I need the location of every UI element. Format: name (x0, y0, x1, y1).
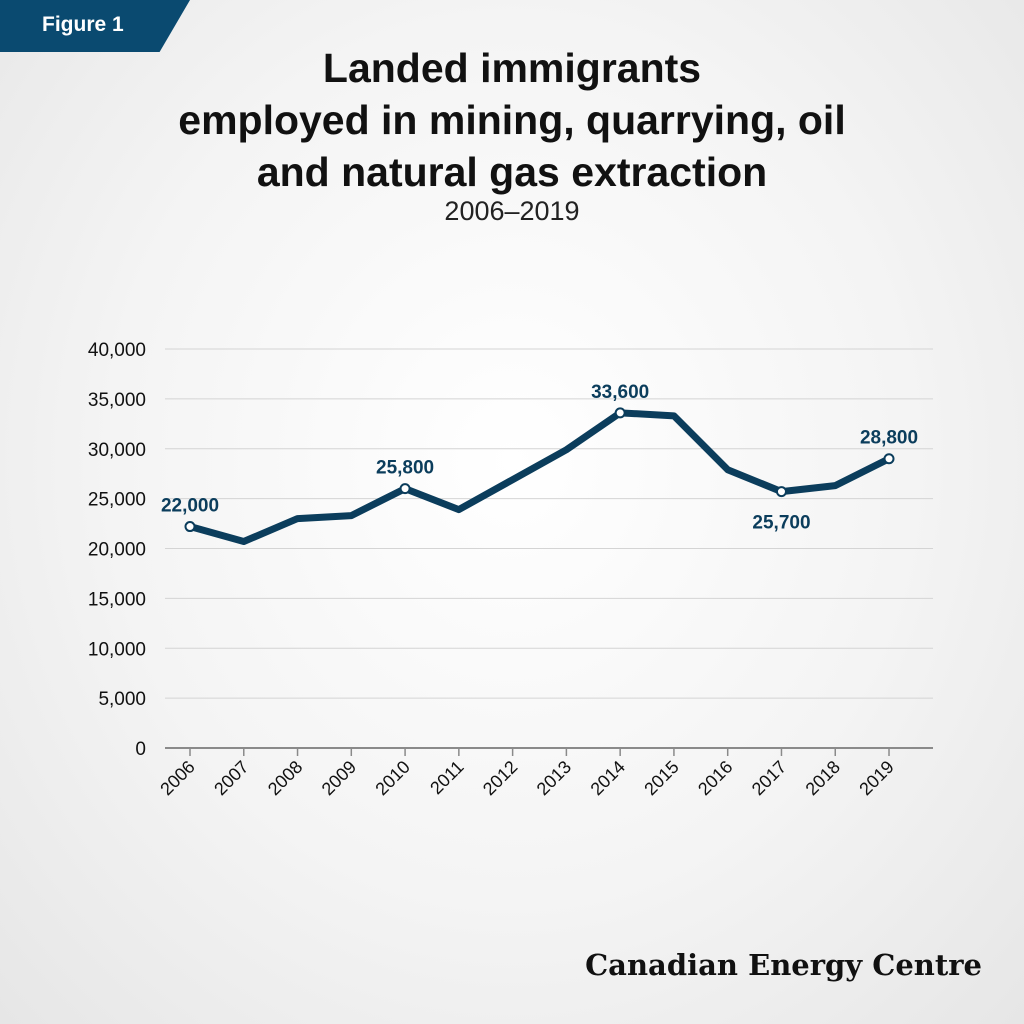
x-tick-label: 2010 (371, 757, 413, 799)
data-point-marker (883, 453, 895, 465)
chart-title-line-1: Landed immigrants (322, 45, 702, 91)
x-tick-label: 2019 (855, 757, 897, 799)
x-tick-label: 2013 (533, 757, 575, 799)
y-tick-label: 40,000 (88, 340, 146, 361)
brand-logo-text: Canadian Energy Centre (585, 948, 982, 982)
x-tick-label: 2006 (156, 757, 198, 799)
x-tick-label: 2012 (479, 757, 521, 799)
chart-subtitle: 2006–2019 (444, 196, 580, 226)
y-tick-label: 20,000 (88, 540, 146, 561)
y-tick-label: 35,000 (88, 390, 146, 411)
data-point-marker (184, 521, 196, 533)
data-label: 25,700 (752, 513, 810, 534)
x-tick-label: 2018 (802, 757, 844, 799)
x-tick-label: 2007 (210, 757, 252, 799)
data-label: 22,000 (161, 496, 219, 517)
y-tick-label: 10,000 (88, 639, 146, 660)
figure-label: Figure 1 (42, 13, 124, 36)
data-label: 33,600 (591, 382, 649, 403)
x-tick-label: 2014 (587, 757, 629, 799)
figure-label-tab: Figure 1 (0, 0, 190, 52)
y-tick-label: 15,000 (88, 589, 146, 610)
chart-title: Landed immigrants employed in mining, qu… (0, 42, 1024, 198)
y-tick-label: 0 (135, 739, 146, 760)
x-tick-label: 2009 (318, 757, 360, 799)
x-tick-label: 2015 (640, 757, 682, 799)
data-point-marker (775, 486, 787, 498)
data-label: 25,800 (376, 458, 434, 479)
data-label: 28,800 (860, 428, 918, 449)
x-tick-label: 2011 (426, 757, 468, 799)
series-line (186, 409, 893, 546)
x-tick-label: 2017 (748, 757, 790, 799)
y-tick-label: 25,000 (88, 490, 146, 511)
chart-title-line-2: employed in mining, quarrying, oil (178, 97, 846, 143)
chart-title-line-3: and natural gas extraction (256, 149, 768, 195)
x-tick-label: 2016 (694, 757, 736, 799)
data-point-marker (399, 483, 411, 495)
data-point-marker (614, 407, 626, 419)
y-tick-label: 5,000 (98, 689, 146, 710)
y-tick-label: 30,000 (88, 440, 146, 461)
x-tick-label: 2008 (264, 757, 306, 799)
